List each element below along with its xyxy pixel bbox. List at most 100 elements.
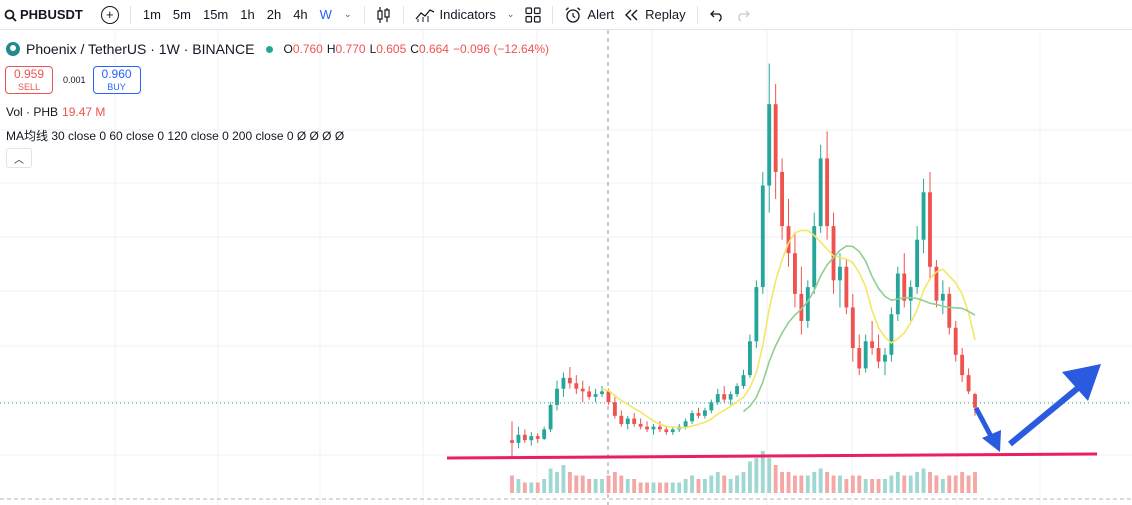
volume-bars <box>510 451 977 493</box>
candle-body <box>838 266 842 281</box>
candle-body <box>683 421 688 427</box>
indicators-chevron-down-icon[interactable]: ⌄ <box>506 9 515 19</box>
ma30-line <box>601 229 976 429</box>
volume-bar <box>973 472 977 493</box>
candle-body <box>780 171 785 227</box>
candle-body <box>645 426 649 430</box>
interval-2h[interactable]: 2h <box>266 7 282 22</box>
interval-15m[interactable]: 15m <box>202 7 229 22</box>
compare-button[interactable]: + <box>88 1 124 29</box>
low-label: L <box>369 42 377 56</box>
symbol-legend: Phoenix / TetherUS · 1W · BINANCE O 0.760… <box>6 41 553 57</box>
volume-bar <box>844 479 849 493</box>
chart-type-button[interactable] <box>371 1 397 29</box>
replay-button[interactable]: Replay <box>619 1 690 29</box>
volume-bar <box>902 475 907 493</box>
volume-bar <box>754 458 759 493</box>
buy-button[interactable]: 0.960 BUY <box>92 66 141 94</box>
undo-button[interactable] <box>704 1 730 29</box>
candle-body <box>908 287 913 301</box>
volume-bar <box>780 472 785 493</box>
candle-body <box>928 192 932 267</box>
plus-circle-icon: + <box>100 5 119 24</box>
search-icon <box>4 7 17 23</box>
candle-body <box>844 266 849 308</box>
layout-button[interactable] <box>520 1 546 29</box>
volume-bar <box>683 479 688 493</box>
alert-button[interactable]: Alert <box>559 1 619 29</box>
top-toolbar: PHBUSDT + 1m 5m 15m 1h 2h 4h W ⌄ Indicat… <box>0 0 1132 30</box>
volume-bar <box>664 482 669 493</box>
interval-4h[interactable]: 4h <box>293 7 308 22</box>
candle-body <box>831 226 836 281</box>
volume-bar <box>600 479 604 493</box>
volume-bar <box>960 472 965 493</box>
candle-body <box>857 348 862 369</box>
volume-bar <box>548 468 553 493</box>
price-chart[interactable] <box>0 30 1132 505</box>
volume-bar <box>831 475 836 493</box>
candle-body <box>529 436 534 441</box>
candle-body <box>850 307 855 349</box>
candle-body <box>638 423 643 427</box>
symbol-search[interactable]: PHBUSDT <box>0 1 88 29</box>
toolbar-divider <box>552 5 554 24</box>
high-value: 0.770 <box>335 42 366 56</box>
volume-bar <box>625 479 630 493</box>
indicators-button[interactable]: Indicators <box>410 1 501 29</box>
candle-body <box>574 383 579 389</box>
chevron-up-icon: ︿ <box>14 154 24 166</box>
volume-bar <box>786 472 791 493</box>
candle-body <box>619 415 624 424</box>
candle-body <box>715 394 720 403</box>
sell-button[interactable]: 0.959 SELL <box>5 66 53 94</box>
candle-body <box>709 402 714 411</box>
candle-body <box>567 377 572 384</box>
sell-label: SELL <box>17 82 41 92</box>
replay-label: Replay <box>645 7 686 22</box>
candle-body <box>805 287 810 321</box>
volume-bar <box>793 475 797 493</box>
toolbar-divider <box>402 5 404 24</box>
candle-body <box>548 404 553 430</box>
indicators-icon <box>415 8 434 22</box>
volume-bar <box>863 479 868 493</box>
volume-bar <box>773 465 778 493</box>
volume-bar <box>567 472 572 493</box>
volume-bar <box>696 479 701 493</box>
candle-body <box>516 434 521 443</box>
trade-buttons: 0.959 SELL 0.001 0.960 BUY <box>5 66 141 94</box>
volume-bar <box>889 475 894 493</box>
drawings[interactable] <box>446 364 1101 460</box>
candle-body <box>889 314 894 355</box>
chart-pane[interactable]: Phoenix / TetherUS · 1W · BINANCE O 0.760… <box>0 30 1132 505</box>
volume-bar <box>915 472 920 493</box>
intervals-chevron-down-icon[interactable]: ⌄ <box>343 9 352 19</box>
interval-5m[interactable]: 5m <box>172 7 191 22</box>
candle-body <box>883 354 887 362</box>
volume-bar <box>812 472 817 493</box>
interval-1w[interactable]: W <box>319 7 332 22</box>
candle-body <box>670 429 675 433</box>
volume-bar <box>651 482 656 493</box>
interval-1m[interactable]: 1m <box>142 7 161 22</box>
candle-body <box>535 436 540 439</box>
candle-body <box>876 348 881 362</box>
symbol-name: PHBUSDT <box>20 7 83 22</box>
toolbar-divider <box>363 5 365 24</box>
volume-bar <box>574 475 579 493</box>
candlesticks <box>510 63 977 457</box>
indicators-label: Indicators <box>439 7 496 22</box>
candle-body <box>870 341 875 349</box>
volume-bar <box>966 475 971 493</box>
candle-body <box>728 394 733 400</box>
volume-bar <box>542 479 547 493</box>
interval-1h[interactable]: 1h <box>240 7 255 22</box>
toolbar-divider <box>129 5 131 24</box>
candle-body <box>895 273 900 315</box>
redo-button[interactable] <box>730 1 756 29</box>
candle-body <box>702 410 707 416</box>
volume-bar <box>580 475 585 493</box>
grid-layout-icon <box>525 6 542 23</box>
collapse-legend-button[interactable]: ︿ <box>6 148 32 168</box>
